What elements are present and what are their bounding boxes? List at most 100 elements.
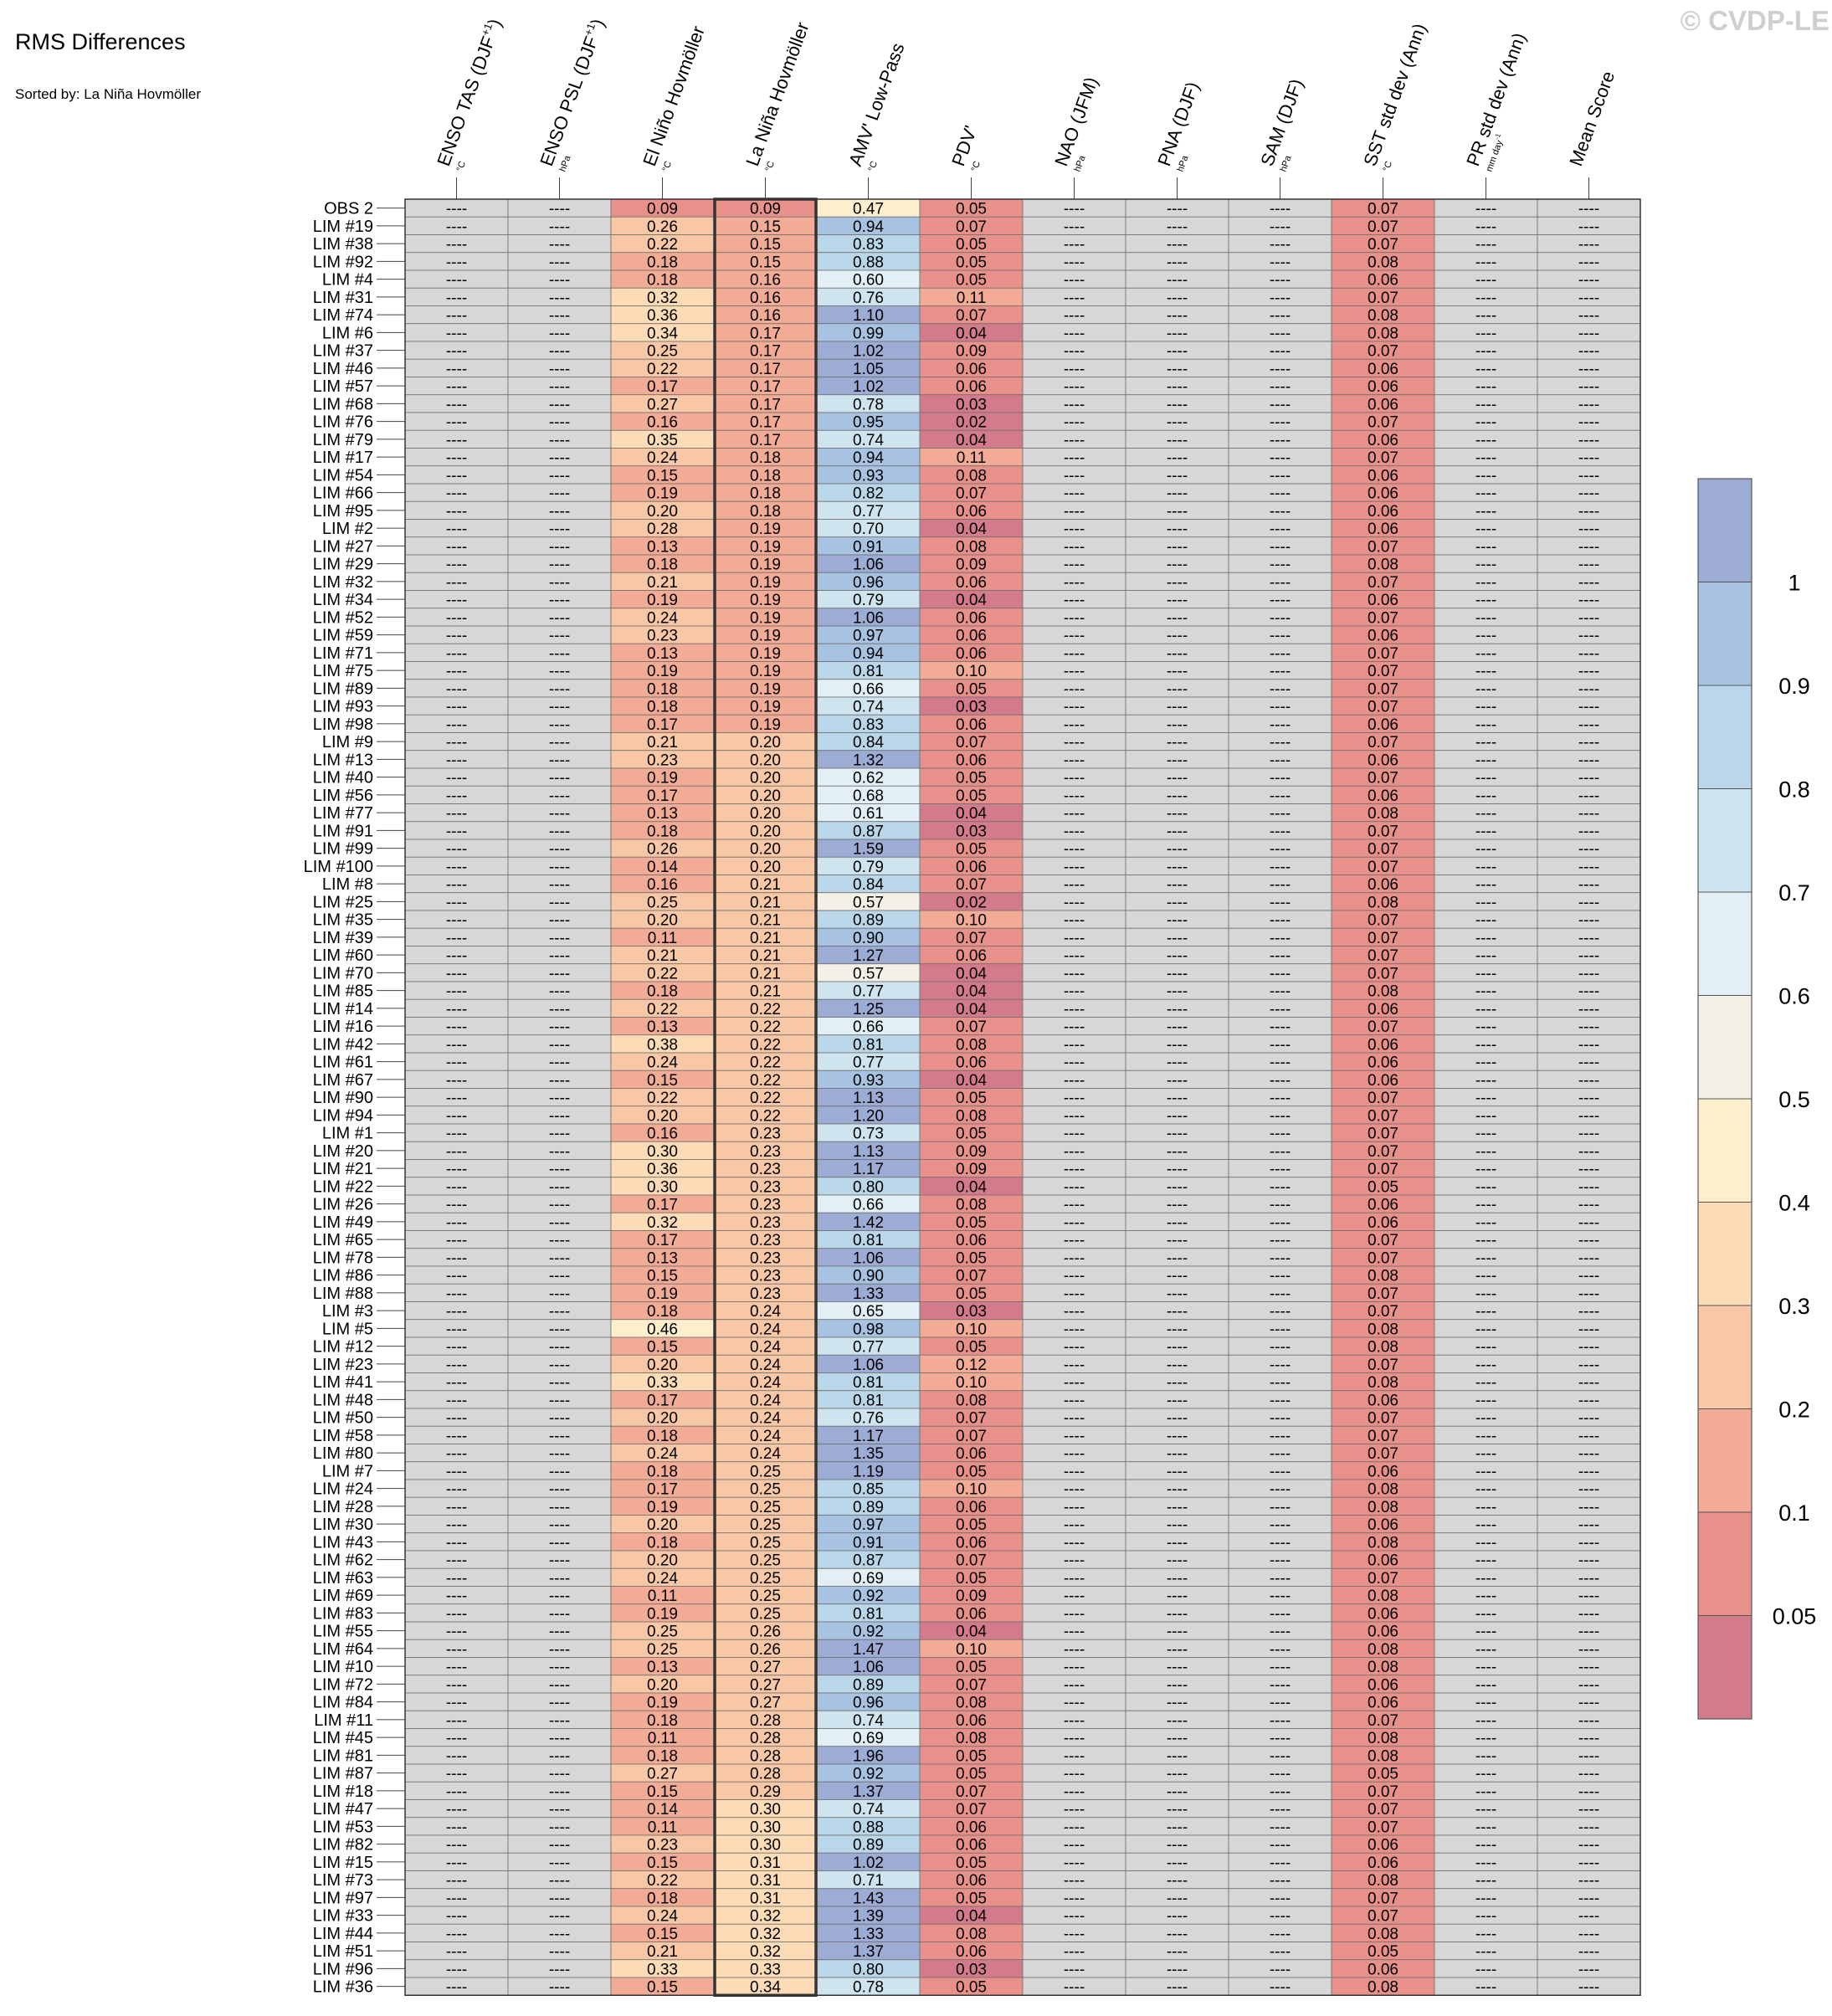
cell-value: 0.30 bbox=[750, 1819, 781, 1836]
cell-value: 0.22 bbox=[647, 1001, 678, 1018]
cell-value: ---- bbox=[1064, 307, 1085, 325]
cell-value: 0.06 bbox=[1368, 752, 1398, 769]
cell-value: ---- bbox=[1578, 325, 1599, 342]
cell-value: ---- bbox=[1475, 1890, 1496, 1907]
cell-value: ---- bbox=[1475, 1961, 1496, 1978]
cell-value: 0.94 bbox=[853, 645, 884, 663]
cell-value: ---- bbox=[1167, 663, 1188, 680]
cell-value: ---- bbox=[1270, 325, 1291, 342]
cell-value: ---- bbox=[1167, 1854, 1188, 1872]
row-label: LIM #73 bbox=[313, 1871, 373, 1890]
cell-value: 0.19 bbox=[647, 1499, 678, 1516]
cell-value: 1.20 bbox=[853, 1107, 884, 1125]
cell-value: 0.25 bbox=[750, 1588, 781, 1605]
cell-value: 0.89 bbox=[853, 1837, 884, 1854]
cell-value: ---- bbox=[1578, 218, 1599, 236]
cell-value: ---- bbox=[1270, 645, 1291, 663]
cell-value: ---- bbox=[1064, 1730, 1085, 1747]
cell-value: ---- bbox=[1475, 1392, 1496, 1409]
cell-value: 0.24 bbox=[750, 1321, 781, 1338]
cell-value: ---- bbox=[1064, 1908, 1085, 1926]
cell-value: 0.77 bbox=[853, 983, 884, 1001]
cell-value: ---- bbox=[1064, 557, 1085, 574]
cell-value: 0.18 bbox=[647, 699, 678, 716]
cell-value: 0.05 bbox=[956, 1747, 987, 1765]
cell-value: ---- bbox=[1578, 1410, 1599, 1428]
cell-value: 0.04 bbox=[956, 521, 987, 538]
cell-value: 0.08 bbox=[1368, 1374, 1398, 1392]
cell-value: 0.25 bbox=[750, 1605, 781, 1623]
cell-value: ---- bbox=[446, 699, 467, 716]
cell-value: 0.77 bbox=[853, 1339, 884, 1357]
row-label: LIM #45 bbox=[313, 1729, 373, 1747]
cell-value: ---- bbox=[1167, 1214, 1188, 1232]
cell-value: 0.09 bbox=[750, 201, 781, 218]
cell-value: 0.24 bbox=[750, 1303, 781, 1321]
colorbar-segment bbox=[1698, 995, 1752, 1099]
cell-value: ---- bbox=[446, 1178, 467, 1196]
colorbar-label: 1 bbox=[1788, 571, 1800, 596]
cell-value: 0.24 bbox=[647, 609, 678, 627]
cell-value: 0.06 bbox=[1368, 1463, 1398, 1480]
cell-value: ---- bbox=[1475, 1872, 1496, 1890]
cell-value: 0.84 bbox=[853, 876, 884, 894]
row-label: LIM #34 bbox=[313, 591, 373, 609]
cell-value: ---- bbox=[1064, 1695, 1085, 1712]
cell-value: 1.59 bbox=[853, 841, 884, 859]
cell-value: 0.74 bbox=[853, 1801, 884, 1819]
cell-value: 0.93 bbox=[853, 467, 884, 485]
cell-value: ---- bbox=[1578, 1676, 1599, 1694]
cell-value: ---- bbox=[1475, 663, 1496, 680]
cell-value: ---- bbox=[1270, 307, 1291, 325]
cell-value: ---- bbox=[1270, 680, 1291, 698]
cell-value: ---- bbox=[1270, 1605, 1291, 1623]
cell-value: ---- bbox=[1167, 1534, 1188, 1552]
cell-value: ---- bbox=[1270, 663, 1291, 680]
cell-value: 0.06 bbox=[1368, 716, 1398, 734]
column-header: ENSO TAS (DJF+1)°C bbox=[433, 16, 505, 173]
cell-value: ---- bbox=[1578, 894, 1599, 911]
cell-value: ---- bbox=[1064, 1036, 1085, 1054]
cell-value: 0.07 bbox=[1368, 1232, 1398, 1249]
cell-value: ---- bbox=[1475, 1695, 1496, 1712]
cell-value: 0.11 bbox=[648, 1819, 678, 1836]
column-unit: °C bbox=[455, 160, 469, 173]
cell-value: ---- bbox=[1167, 805, 1188, 823]
cell-value: 0.07 bbox=[1368, 1018, 1398, 1036]
cell-value: ---- bbox=[1578, 1552, 1599, 1570]
cell-value: 0.97 bbox=[853, 1516, 884, 1534]
row-label: LIM #70 bbox=[313, 964, 373, 982]
cell-value: ---- bbox=[1475, 1428, 1496, 1445]
cell-value: 0.07 bbox=[1368, 770, 1398, 787]
cell-value: ---- bbox=[549, 965, 570, 982]
row-label: LIM #91 bbox=[313, 822, 373, 840]
cell-value: 0.82 bbox=[853, 485, 884, 503]
cell-value: 0.24 bbox=[750, 1392, 781, 1409]
cell-value: 0.19 bbox=[750, 680, 781, 698]
cell-value: ---- bbox=[1064, 859, 1085, 876]
cell-value: ---- bbox=[1578, 1197, 1599, 1214]
cell-value: ---- bbox=[1578, 1872, 1599, 1890]
cell-value: 0.06 bbox=[956, 1712, 987, 1730]
cell-value: ---- bbox=[1167, 1943, 1188, 1961]
cell-value: 0.08 bbox=[1368, 1321, 1398, 1338]
cell-value: 0.18 bbox=[647, 1463, 678, 1480]
cell-value: ---- bbox=[1064, 1107, 1085, 1125]
cell-value: 0.06 bbox=[956, 609, 987, 627]
cell-value: ---- bbox=[1475, 1730, 1496, 1747]
colorbar-segment bbox=[1698, 1202, 1752, 1306]
cell-value: ---- bbox=[1270, 1107, 1291, 1125]
cell-value: 0.81 bbox=[853, 663, 884, 680]
cell-value: ---- bbox=[446, 1730, 467, 1747]
cell-value: ---- bbox=[1064, 1747, 1085, 1765]
cell-value: 0.08 bbox=[956, 1036, 987, 1054]
cell-value: 0.06 bbox=[956, 645, 987, 663]
cell-value: 0.81 bbox=[853, 1036, 884, 1054]
cell-value: 0.28 bbox=[750, 1766, 781, 1783]
cell-value: ---- bbox=[446, 1036, 467, 1054]
cell-value: ---- bbox=[1578, 1499, 1599, 1516]
cell-value: ---- bbox=[549, 628, 570, 645]
cell-value: ---- bbox=[1167, 1445, 1188, 1463]
cell-value: 0.96 bbox=[853, 1695, 884, 1712]
cell-value: 0.05 bbox=[956, 1214, 987, 1232]
